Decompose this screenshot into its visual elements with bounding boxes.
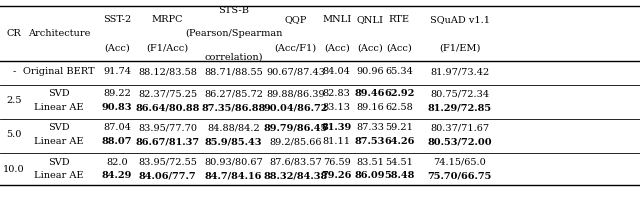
- Text: 86.64/80.88: 86.64/80.88: [136, 103, 200, 112]
- Text: (Acc): (Acc): [324, 43, 349, 52]
- Text: (Acc): (Acc): [104, 43, 130, 52]
- Text: 54.51: 54.51: [385, 157, 413, 166]
- Text: 76.59: 76.59: [323, 157, 351, 166]
- Text: 83.13: 83.13: [323, 103, 351, 112]
- Text: 86.09: 86.09: [355, 172, 385, 181]
- Text: 87.53: 87.53: [355, 137, 385, 146]
- Text: SVD: SVD: [48, 123, 70, 132]
- Text: 62.92: 62.92: [384, 89, 415, 98]
- Text: 89.22: 89.22: [103, 89, 131, 98]
- Text: 84.06/77.7: 84.06/77.7: [139, 172, 196, 181]
- Text: 80.53/72.00: 80.53/72.00: [428, 137, 492, 146]
- Text: 59.21: 59.21: [385, 123, 413, 132]
- Text: 84.04: 84.04: [323, 67, 351, 76]
- Text: (F1/Acc): (F1/Acc): [147, 43, 189, 52]
- Text: QNLI: QNLI: [356, 15, 383, 24]
- Text: Linear AE: Linear AE: [34, 172, 84, 181]
- Text: 91.74: 91.74: [103, 67, 131, 76]
- Text: 90.67/87.43: 90.67/87.43: [266, 67, 325, 76]
- Text: (Pearson/Spearman: (Pearson/Spearman: [185, 29, 282, 38]
- Text: CR: CR: [6, 29, 22, 38]
- Text: SQuAD v1.1: SQuAD v1.1: [429, 15, 490, 24]
- Text: SVD: SVD: [48, 157, 70, 166]
- Text: 80.37/71.67: 80.37/71.67: [430, 123, 489, 132]
- Text: 87.35/86.88: 87.35/86.88: [202, 103, 266, 112]
- Text: 83.51: 83.51: [356, 157, 384, 166]
- Text: 81.11: 81.11: [323, 137, 351, 146]
- Text: Original BERT: Original BERT: [23, 67, 95, 76]
- Text: QQP: QQP: [285, 15, 307, 24]
- Text: 89.46: 89.46: [355, 89, 385, 98]
- Text: MNLI: MNLI: [322, 15, 351, 24]
- Text: 90.83: 90.83: [102, 103, 132, 112]
- Text: 10.0: 10.0: [3, 164, 25, 174]
- Text: Linear AE: Linear AE: [34, 137, 84, 146]
- Text: (F1/EM): (F1/EM): [439, 43, 480, 52]
- Text: 88.71/88.55: 88.71/88.55: [204, 67, 263, 76]
- Text: 83.95/72.55: 83.95/72.55: [138, 157, 197, 166]
- Text: 90.04/86.72: 90.04/86.72: [264, 103, 328, 112]
- Text: 86.27/85.72: 86.27/85.72: [204, 89, 263, 98]
- Text: correlation): correlation): [204, 53, 263, 62]
- Text: 64.26: 64.26: [384, 137, 415, 146]
- Text: 90.96: 90.96: [356, 67, 384, 76]
- Text: -: -: [12, 67, 16, 76]
- Text: 89.2/85.66: 89.2/85.66: [269, 137, 322, 146]
- Text: 80.75/72.34: 80.75/72.34: [430, 89, 489, 98]
- Text: 87.04: 87.04: [103, 123, 131, 132]
- Text: MRPC: MRPC: [152, 15, 184, 24]
- Text: 84.88/84.2: 84.88/84.2: [207, 123, 260, 132]
- Text: 82.37/75.25: 82.37/75.25: [138, 89, 197, 98]
- Text: SST-2: SST-2: [103, 15, 131, 24]
- Text: 81.29/72.85: 81.29/72.85: [428, 103, 492, 112]
- Text: (Acc): (Acc): [387, 43, 412, 52]
- Text: 58.48: 58.48: [384, 172, 415, 181]
- Text: STS-B: STS-B: [218, 6, 249, 15]
- Text: Linear AE: Linear AE: [34, 103, 84, 112]
- Text: 81.39: 81.39: [321, 123, 352, 132]
- Text: Architecture: Architecture: [28, 29, 90, 38]
- Text: 75.70/66.75: 75.70/66.75: [428, 172, 492, 181]
- Text: 62.58: 62.58: [385, 103, 413, 112]
- Text: 82.0: 82.0: [106, 157, 128, 166]
- Text: SVD: SVD: [48, 89, 70, 98]
- Text: 86.67/81.37: 86.67/81.37: [136, 137, 200, 146]
- Text: 89.88/86.39: 89.88/86.39: [266, 89, 325, 98]
- Text: 79.26: 79.26: [321, 172, 352, 181]
- Text: 89.79/86.45: 89.79/86.45: [264, 123, 328, 132]
- Text: 87.6/83.57: 87.6/83.57: [269, 157, 322, 166]
- Text: 5.0: 5.0: [6, 130, 22, 140]
- Text: RTE: RTE: [389, 15, 410, 24]
- Text: 89.16: 89.16: [356, 103, 384, 112]
- Text: 88.07: 88.07: [102, 137, 132, 146]
- Text: 85.9/85.43: 85.9/85.43: [205, 137, 262, 146]
- Text: 82.83: 82.83: [323, 89, 351, 98]
- Text: 88.32/84.38: 88.32/84.38: [264, 172, 328, 181]
- Text: 83.95/77.70: 83.95/77.70: [138, 123, 197, 132]
- Text: 81.97/73.42: 81.97/73.42: [430, 67, 489, 76]
- Text: 84.7/84.16: 84.7/84.16: [205, 172, 262, 181]
- Text: 87.33: 87.33: [356, 123, 384, 132]
- Text: 74.15/65.0: 74.15/65.0: [433, 157, 486, 166]
- Text: 2.5: 2.5: [6, 96, 22, 105]
- Text: 80.93/80.67: 80.93/80.67: [204, 157, 263, 166]
- Text: (Acc/F1): (Acc/F1): [275, 43, 317, 52]
- Text: 65.34: 65.34: [385, 67, 413, 76]
- Text: 88.12/83.58: 88.12/83.58: [138, 67, 197, 76]
- Text: (Acc): (Acc): [357, 43, 383, 52]
- Text: 84.29: 84.29: [102, 172, 132, 181]
